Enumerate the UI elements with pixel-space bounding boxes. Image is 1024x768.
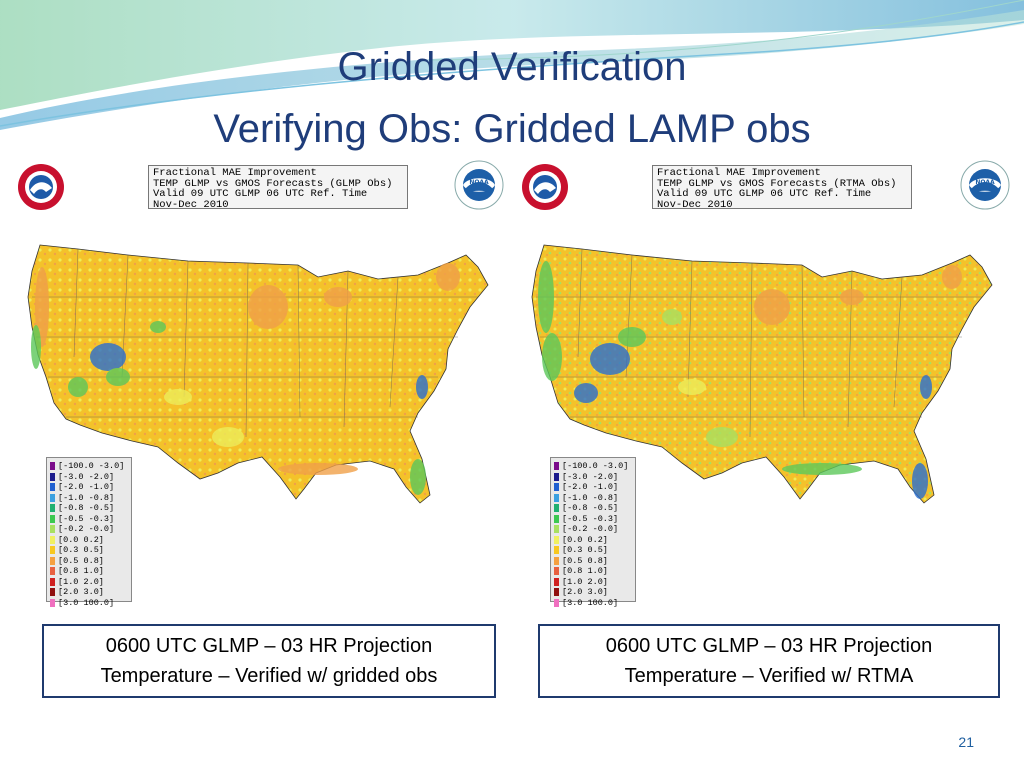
caption-line: Temperature – Verified w/ RTMA bbox=[624, 665, 914, 687]
legend-entry: [-1.0 -0.8] bbox=[554, 493, 632, 504]
legend-entry: [-1.0 -0.8] bbox=[50, 493, 128, 504]
legend-entry: [-0.2 -0.0] bbox=[50, 524, 128, 535]
caption-box-rtma: 0600 UTC GLMP – 03 HR Projection Tempera… bbox=[538, 624, 1000, 698]
legend-entry: [-0.2 -0.0] bbox=[554, 524, 632, 535]
svg-text:NOAA: NOAA bbox=[975, 179, 995, 186]
legend-entry: [-2.0 -1.0] bbox=[50, 482, 128, 493]
legend-entry: [-2.0 -1.0] bbox=[554, 482, 632, 493]
header-swoosh-decoration bbox=[0, 0, 1024, 130]
legend-entry: [-0.8 -0.5] bbox=[50, 503, 128, 514]
legend-entry: [-3.0 -2.0] bbox=[50, 472, 128, 483]
legend-entry: [2.0 3.0] bbox=[50, 587, 128, 598]
legend-entry: [0.3 0.5] bbox=[554, 545, 632, 556]
nws-logo-icon bbox=[18, 164, 64, 210]
map-panel-rtma: Fractional MAE Improvement TEMP GLMP vs G… bbox=[512, 152, 1018, 612]
map-panel-gridded-obs: Fractional MAE Improvement TEMP GLMP vs G… bbox=[8, 152, 514, 612]
noaa-logo-icon: NOAA bbox=[454, 160, 504, 210]
us-temperature-mae-map bbox=[27, 244, 489, 504]
color-legend: [-100.0 -3.0] [-3.0 -2.0] [-2.0 -1.0] [-… bbox=[550, 457, 636, 608]
legend-entry: [0.3 0.5] bbox=[50, 545, 128, 556]
map-info-box: Fractional MAE Improvement TEMP GLMP vs G… bbox=[652, 165, 912, 210]
slide-title-line1: Gridded Verification bbox=[337, 45, 687, 89]
us-temperature-mae-map bbox=[531, 244, 993, 504]
legend-entry: [0.8 1.0] bbox=[554, 566, 632, 577]
nws-logo-icon bbox=[522, 164, 568, 210]
legend-entry: [0.5 0.8] bbox=[50, 556, 128, 567]
caption-line: 0600 UTC GLMP – 03 HR Projection bbox=[605, 635, 933, 657]
noaa-logo-icon: NOAA bbox=[960, 160, 1010, 210]
caption-line: Temperature – Verified w/ gridded obs bbox=[100, 665, 438, 687]
legend-entry: [3.0 100.0] bbox=[50, 598, 128, 609]
svg-text:NOAA: NOAA bbox=[469, 179, 489, 186]
legend-entry: [-0.5 -0.3] bbox=[50, 514, 128, 525]
legend-entry: [1.0 2.0] bbox=[554, 577, 632, 588]
legend-entry: [-100.0 -3.0] bbox=[554, 461, 632, 472]
legend-entry: [3.0 100.0] bbox=[554, 598, 632, 609]
legend-entry: [-3.0 -2.0] bbox=[554, 472, 632, 483]
page-number: 21 bbox=[958, 734, 974, 750]
legend-entry: [0.5 0.8] bbox=[554, 556, 632, 567]
legend-entry: [1.0 2.0] bbox=[50, 577, 128, 588]
caption-line: 0600 UTC GLMP – 03 HR Projection bbox=[105, 635, 433, 657]
legend-entry: [-0.5 -0.3] bbox=[554, 514, 632, 525]
color-legend: [-100.0 -3.0] [-3.0 -2.0] [-2.0 -1.0] [-… bbox=[46, 457, 132, 608]
caption-box-gridded-obs: 0600 UTC GLMP – 03 HR Projection Tempera… bbox=[42, 624, 496, 698]
legend-entry: [-100.0 -3.0] bbox=[50, 461, 128, 472]
legend-entry: [0.8 1.0] bbox=[50, 566, 128, 577]
legend-entry: [2.0 3.0] bbox=[554, 587, 632, 598]
legend-entry: [0.0 0.2] bbox=[50, 535, 128, 546]
slide-title-line2: Verifying Obs: Gridded LAMP obs bbox=[213, 107, 811, 151]
map-info-box: Fractional MAE Improvement TEMP GLMP vs G… bbox=[148, 165, 408, 210]
legend-entry: [-0.8 -0.5] bbox=[554, 503, 632, 514]
legend-entry: [0.0 0.2] bbox=[554, 535, 632, 546]
